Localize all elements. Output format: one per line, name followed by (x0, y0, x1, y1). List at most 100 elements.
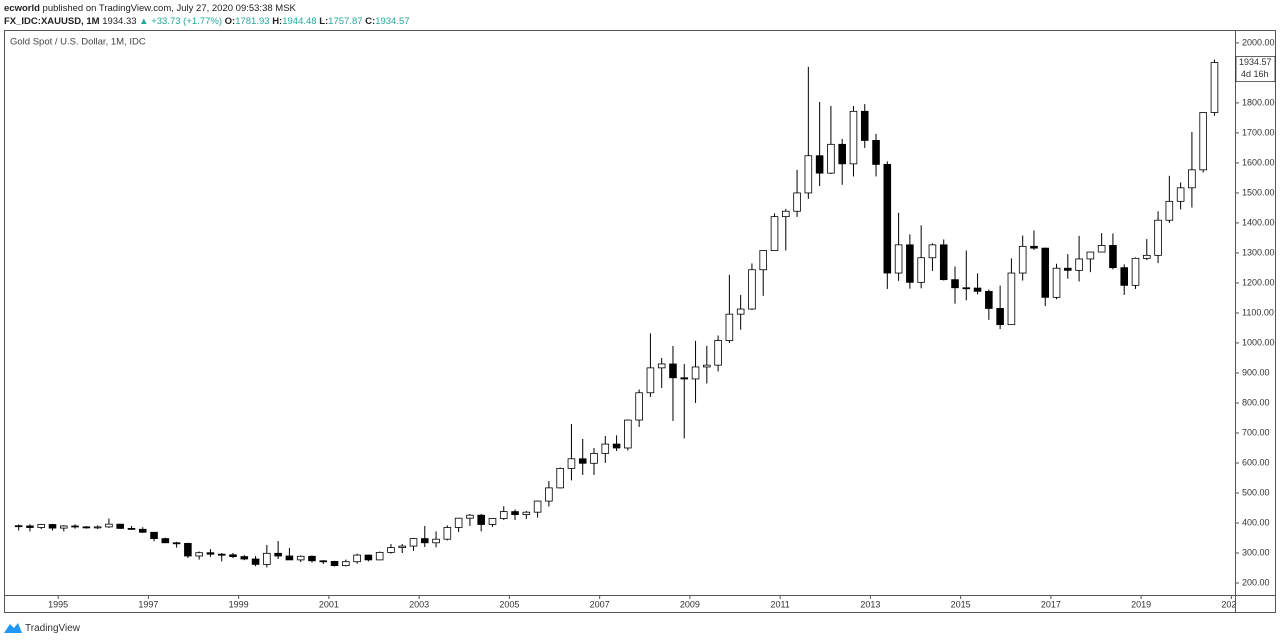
candle-body (612, 443, 621, 449)
candle-body (928, 244, 937, 259)
candle-body (1086, 251, 1095, 260)
countdown: 4d 16h (1241, 69, 1269, 79)
candle-body (217, 553, 226, 556)
candle-body (556, 467, 564, 489)
candle-body (48, 524, 57, 529)
candle-body (375, 551, 384, 561)
y-tick-label: 1800.00 (1242, 97, 1275, 107)
candle-body (646, 367, 655, 394)
candle-body (71, 525, 79, 528)
candle-body (951, 279, 959, 289)
candle-body (669, 363, 677, 379)
candle-body (736, 308, 745, 315)
candle-body (1154, 219, 1162, 256)
candle-body (849, 110, 858, 165)
candle-body (263, 552, 271, 565)
candle-body (545, 487, 553, 502)
candle-body (691, 366, 700, 380)
candle-body (827, 143, 835, 174)
close-label: C: (365, 16, 375, 27)
y-tick-label: 1300.00 (1242, 247, 1275, 257)
candle-body (522, 511, 531, 515)
candle-body (1165, 200, 1174, 221)
x-tick-label: 2015 (951, 599, 971, 609)
candle-body (1210, 62, 1219, 113)
x-tick-label: 2009 (680, 599, 700, 609)
candle-body (996, 308, 1004, 326)
candle-body (60, 525, 68, 529)
candle-body (838, 143, 846, 165)
y-tick-label: 200.00 (1242, 577, 1270, 587)
candle-body (172, 542, 181, 545)
candle-body (703, 364, 711, 368)
candle-body (150, 531, 158, 539)
candle-body (680, 377, 689, 380)
candle-body (725, 313, 734, 341)
candle-body (1018, 245, 1027, 274)
candle-body (26, 525, 34, 528)
y-tick-label: 1500.00 (1242, 187, 1275, 197)
candle-body (330, 560, 339, 566)
candle-body (454, 517, 463, 528)
candle-body (1142, 254, 1151, 259)
y-tick-label: 500.00 (1242, 487, 1270, 497)
price-tag-label: 1934.57 (1239, 57, 1272, 67)
candle-body (116, 523, 124, 529)
x-tick-label: 2003 (409, 599, 429, 609)
publisher: ecworld (4, 3, 40, 14)
candle-body (37, 524, 46, 528)
candle-body (1097, 245, 1106, 253)
candle-body (781, 210, 790, 218)
y-tick-label: 1700.00 (1242, 127, 1275, 137)
candle-body (195, 552, 203, 557)
candle-body (601, 443, 610, 454)
candle-body (466, 514, 474, 519)
x-tick-label: 2005 (499, 599, 519, 609)
last: 1934.33 (102, 16, 136, 27)
high-label: H: (272, 16, 282, 27)
y-tick-label: 2000.00 (1242, 37, 1275, 47)
candle-body (499, 511, 508, 519)
candle-body (251, 558, 260, 565)
candle-body (229, 554, 237, 557)
y-tick-label: 800.00 (1242, 397, 1270, 407)
candle-body (860, 110, 869, 141)
low: 1757.87 (328, 16, 362, 27)
candle-body (93, 526, 102, 529)
change: ▲ +33.73 (+1.77%) (139, 16, 222, 27)
x-tick-label: 1997 (138, 599, 158, 609)
candle-body (161, 538, 170, 544)
candle-body (364, 554, 373, 561)
logo-icon (4, 623, 22, 633)
open: 1781.93 (235, 16, 269, 27)
candle-body (319, 560, 328, 563)
candle-body (285, 555, 294, 561)
published: published on TradingView.com, July 27, 2… (43, 3, 297, 14)
y-tick-label: 1100.00 (1242, 307, 1274, 317)
candle-body (398, 545, 407, 548)
y-tick-label: 300.00 (1242, 547, 1270, 557)
candle-body (962, 287, 971, 290)
price-tag (1235, 56, 1276, 82)
candle-body (1199, 112, 1207, 171)
x-tick-label: 2001 (319, 599, 339, 609)
candle-body (184, 542, 192, 557)
x-tick-label: 2021 (1221, 599, 1241, 609)
brand: TradingView (25, 623, 81, 634)
candle-body (748, 269, 756, 310)
symbol-line: FX_IDC:XAUUSD, 1M 1934.33 ▲ +33.73 (+1.7… (4, 16, 410, 27)
candle-body (421, 538, 429, 544)
x-tick-label: 2013 (860, 599, 880, 609)
high: 1944.48 (282, 16, 316, 27)
candle-body (590, 452, 598, 464)
candle-body (1075, 258, 1083, 271)
candle-body (533, 500, 542, 513)
y-tick-label: 900.00 (1242, 367, 1270, 377)
publish-line: ecworld published on TradingView.com, Ju… (4, 3, 297, 14)
candle-body (973, 287, 982, 292)
candle-body (624, 419, 632, 449)
y-tick-label: 700.00 (1242, 427, 1270, 437)
candle-body (14, 525, 23, 528)
low-label: L: (319, 16, 328, 27)
candle-body (894, 244, 903, 274)
